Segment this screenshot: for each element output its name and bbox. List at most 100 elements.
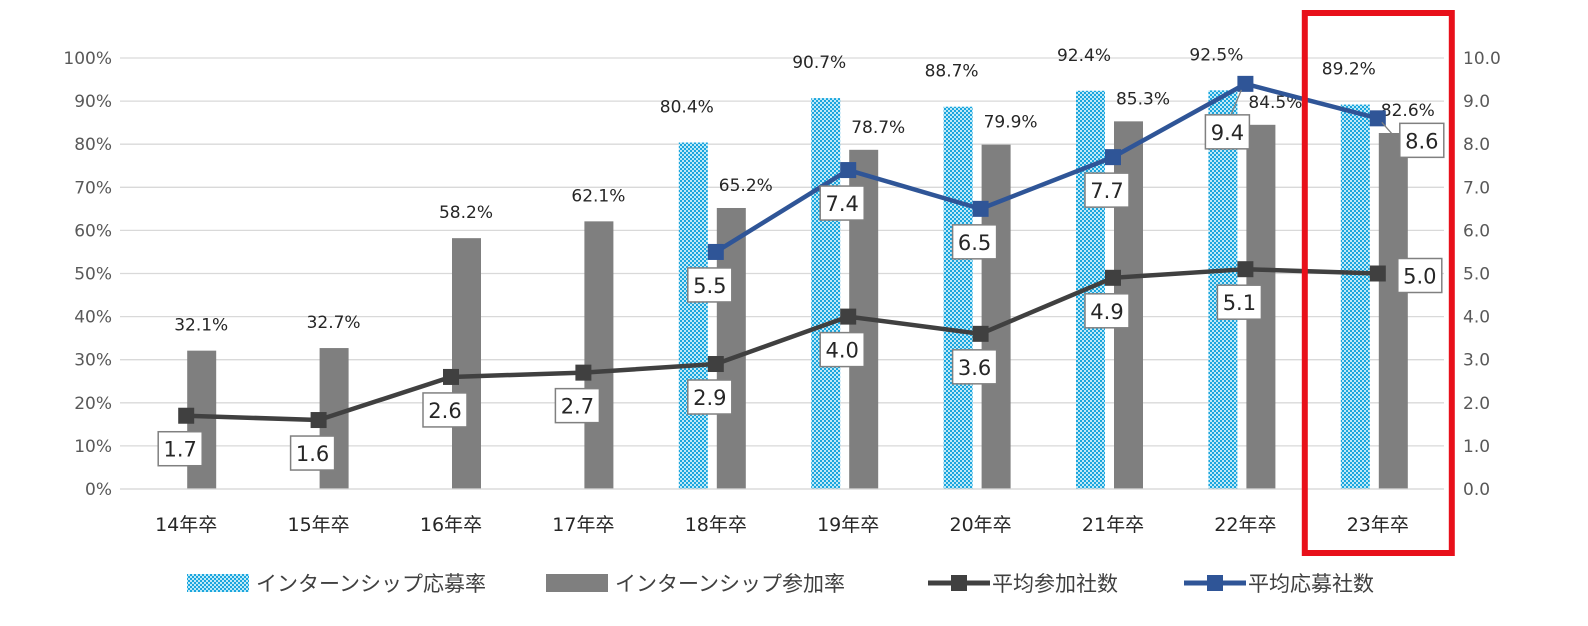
y-axis-left: 0% 10% 20% 30% 40% 50% 60% 70% 80% 90% 100%	[63, 49, 112, 500]
bar-application-rate	[811, 98, 841, 489]
y-right-tick-label: 9.0	[1463, 92, 1490, 112]
avg-participation-label: 4.0	[825, 339, 858, 363]
x-tick-label: 19年卒	[817, 514, 879, 536]
participation-rate-label: 65.2%	[719, 176, 773, 196]
avg-participation-label-box	[1397, 257, 1443, 294]
application-rate-label: 92.4%	[1057, 46, 1111, 66]
participation-rate-label: 85.3%	[1116, 89, 1170, 109]
avg-application-label-box	[687, 267, 733, 303]
application-rate-label: 90.7%	[792, 53, 846, 73]
participation-rate-label: 84.5%	[1248, 93, 1302, 113]
x-tick-label: 20年卒	[950, 514, 1012, 536]
avg-participation-label-box	[1216, 284, 1263, 320]
avg-participation-label-box	[289, 435, 336, 471]
bar-application-rate	[943, 106, 973, 489]
avg-participation-label-box	[687, 379, 733, 415]
leader-line	[1381, 121, 1399, 141]
y-right-tick-label: 1.0	[1463, 437, 1490, 457]
y-right-tick-label: 2.0	[1463, 394, 1490, 414]
x-tick-label: 15年卒	[288, 514, 350, 536]
legend: インターンシップ応募率 インターンシップ参加率 平均参加社数 平均応募社数	[187, 572, 1374, 596]
y-left-tick-label: 40%	[74, 308, 112, 328]
x-tick-label: 14年卒	[155, 514, 217, 536]
y-right-tick-label: 3.0	[1463, 351, 1490, 371]
y-left-tick-label: 100%	[63, 49, 112, 69]
bar-application-rate	[1340, 104, 1370, 489]
avg-application-marker	[1105, 149, 1121, 166]
y-right-tick-label: 7.0	[1463, 178, 1490, 198]
avg-participation-label: 2.7	[561, 395, 594, 419]
highlight-rect	[1301, 10, 1455, 556]
y-left-tick-label: 80%	[74, 135, 112, 155]
participation-rate-label: 62.1%	[571, 186, 625, 206]
avg-participation-marker	[1237, 261, 1254, 278]
bar-application-rate	[678, 142, 708, 489]
line-data-labels: 1.7 1.6 2.6 2.7 2.9 4.0 3.6 4.9 5.1 5.0 5.5 7.4 6.5 7…	[157, 89, 1445, 471]
avg-application-label: 7.7	[1090, 179, 1123, 203]
legend-label-avg-participation: 平均参加社数	[992, 572, 1118, 596]
application-rate-label: 88.7%	[925, 62, 979, 82]
avg-application-label-box	[1399, 122, 1445, 159]
avg-application-label: 6.5	[958, 231, 991, 255]
participation-rate-label: 79.9%	[984, 113, 1038, 133]
avg-participation-marker	[972, 325, 989, 342]
legend-swatch-application-rate	[187, 574, 249, 592]
avg-participation-label: 2.9	[693, 386, 726, 410]
avg-participation-label-box	[554, 387, 601, 424]
y-right-tick-label: 6.0	[1463, 221, 1490, 241]
avg-participation-label: 5.0	[1403, 265, 1436, 289]
avg-participation-label: 1.7	[163, 438, 196, 462]
participation-rate-label: 82.6%	[1381, 101, 1435, 121]
legend-label-avg-application: 平均応募社数	[1248, 572, 1374, 596]
y-right-tick-label: 5.0	[1463, 265, 1490, 285]
avg-application-label-box	[1084, 172, 1130, 208]
avg-application-label: 5.5	[693, 274, 726, 298]
avg-participation-label-box	[157, 430, 203, 467]
line-series	[178, 75, 1386, 429]
avg-participation-label-box	[951, 349, 998, 385]
avg-participation-label: 5.1	[1223, 291, 1256, 315]
x-tick-label: 22年卒	[1214, 514, 1276, 536]
bar-participation-rate	[981, 144, 1011, 490]
avg-participation-label: 3.6	[958, 356, 991, 380]
avg-application-label-box	[819, 185, 865, 221]
participation-rate-label: 32.7%	[307, 313, 361, 333]
legend-marker-avg-participation	[951, 575, 967, 591]
avg-application-label-box	[1204, 114, 1251, 150]
y-right-tick-label: 4.0	[1463, 308, 1490, 328]
legend-label-participation-rate: インターンシップ参加率	[615, 572, 845, 596]
legend-marker-avg-application	[1207, 575, 1223, 591]
x-tick-label: 23年卒	[1347, 514, 1409, 536]
y-left-tick-label: 50%	[74, 265, 112, 285]
avg-application-label: 8.6	[1405, 129, 1438, 153]
avg-application-marker	[1237, 75, 1254, 92]
x-tick-label: 17年卒	[552, 514, 614, 536]
avg-application-label-box	[951, 224, 998, 260]
legend-label-application-rate: インターンシップ応募率	[256, 572, 486, 596]
avg-participation-label: 4.9	[1090, 300, 1123, 324]
y-right-tick-label: 0.0	[1463, 480, 1490, 500]
avg-application-marker	[972, 200, 989, 217]
avg-application-line	[714, 81, 1379, 254]
y-left-tick-label: 60%	[74, 221, 112, 241]
avg-participation-marker	[707, 356, 724, 373]
application-rate-label: 92.5%	[1189, 45, 1243, 65]
bar-participation-rate	[584, 221, 614, 489]
bar-data-labels: 80.4% 90.7% 88.7% 92.4% 92.5% 89.2% 32.1% 32.7%…	[174, 45, 1435, 335]
avg-participation-label: 2.6	[428, 399, 461, 423]
x-tick-label: 21年卒	[1082, 514, 1144, 536]
participation-rate-label: 58.2%	[439, 203, 493, 223]
avg-participation-marker	[443, 368, 459, 385]
avg-participation-marker	[840, 308, 857, 325]
y-left-tick-label: 70%	[74, 178, 112, 198]
leader-line	[1230, 89, 1243, 115]
y-left-tick-label: 30%	[74, 351, 112, 371]
avg-application-marker	[840, 162, 857, 179]
avg-participation-marker	[310, 412, 327, 429]
avg-participation-marker	[1105, 269, 1121, 286]
y-right-tick-label: 10.0	[1463, 49, 1501, 69]
avg-participation-marker	[178, 407, 195, 424]
avg-participation-marker	[1369, 265, 1386, 282]
bar-participation-rate	[452, 238, 481, 489]
avg-participation-label: 1.6	[296, 442, 329, 466]
